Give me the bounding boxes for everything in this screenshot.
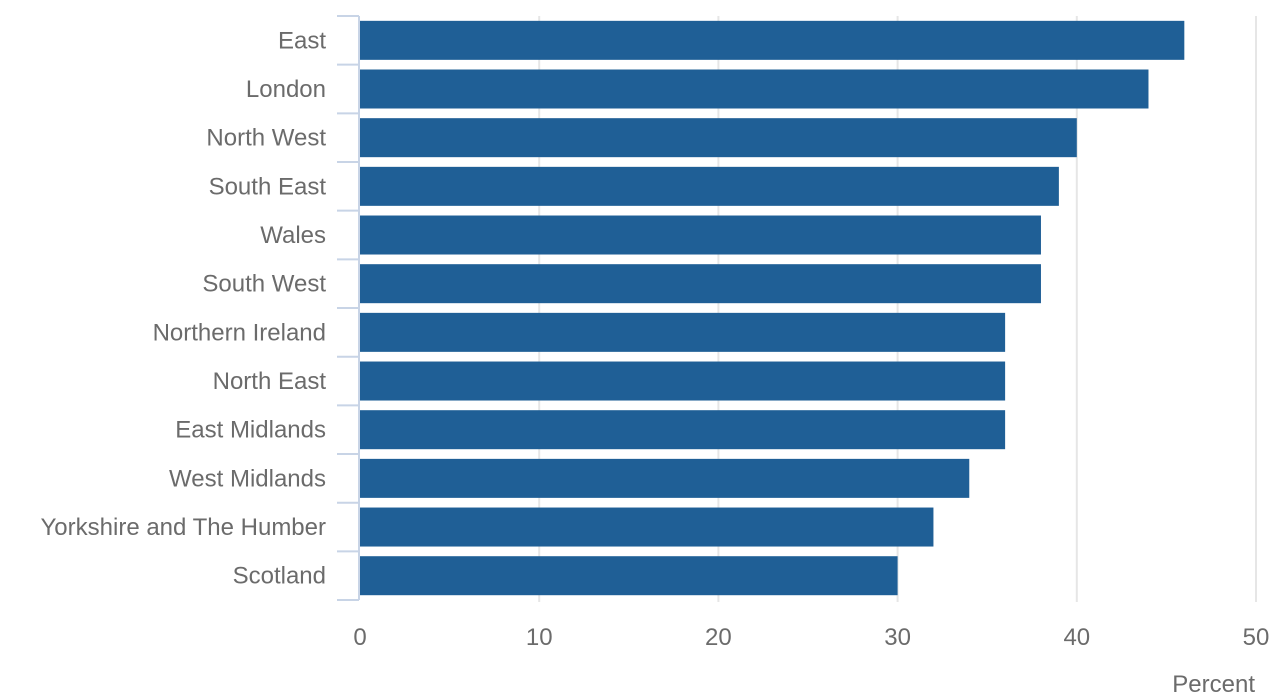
gridlines [538,16,1257,603]
bar [360,215,1041,255]
category-axis: East London North West South East Wales South… [41,15,360,602]
x-axis-title: Percent [1172,671,1255,693]
x-tick-label: 0 [353,624,366,651]
x-tick-label: 50 [1243,624,1269,651]
category-label: South East [209,173,327,200]
category-label: South West [202,271,326,298]
bars [360,20,1185,596]
category-label: West Midlands [169,465,326,492]
category-label: Northern Ireland [153,319,326,346]
x-tick-label: 30 [884,624,911,651]
x-tick-label: 10 [526,624,553,651]
bar [360,20,1185,60]
bar [360,458,970,498]
category-label: Wales [260,222,326,249]
value-axis: 0 10 20 30 40 50 [353,624,1269,651]
bar [360,312,1006,352]
bar [360,69,1149,109]
category-label: Scotland [233,563,326,590]
category-label: North West [206,125,326,152]
bar [360,361,1006,401]
bar [360,264,1041,304]
category-label: Yorkshire and The Humber [41,514,327,541]
bar [360,507,934,547]
category-label: London [246,76,326,103]
x-tick-label: 40 [1063,624,1090,651]
category-label: East [278,27,326,54]
bar [360,118,1077,158]
bar [360,166,1059,206]
category-label: North East [213,368,327,395]
category-label: East Midlands [175,417,326,444]
bar [360,556,898,596]
bar [360,410,1006,450]
x-tick-label: 20 [705,624,732,651]
